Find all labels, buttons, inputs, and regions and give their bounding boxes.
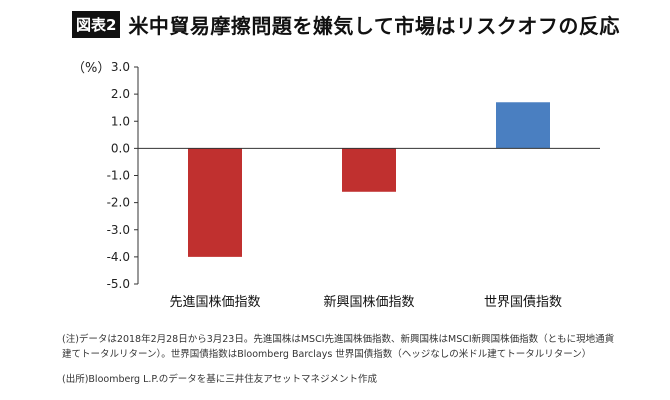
y-tick-label: 3.0 [111, 60, 130, 74]
figure-badge: 図表2 [72, 11, 121, 38]
y-tick-label: -1.0 [107, 169, 130, 183]
x-category-label: 新興国株価指数 [323, 294, 414, 310]
x-category-label: 世界国債指数 [484, 295, 562, 310]
chart-note: (注)データは2018年2月28日から3月23日。先進国株はMSCI先進国株価指… [62, 334, 615, 360]
y-tick-label: 0.0 [111, 141, 130, 155]
figure-title: 図表2 米中貿易摩擦問題を嫌気して市場はリスクオフの反応 [72, 10, 620, 39]
y-tick-label: 2.0 [111, 87, 130, 101]
y-axis-label: （%） [72, 61, 110, 76]
title-text: 米中貿易摩擦問題を嫌気して市場はリスクオフの反応 [128, 14, 620, 38]
chart-source: (出所)Bloomberg L.P.のデータを基に三井住友アセットマネジメント作… [62, 374, 378, 385]
bar [342, 148, 396, 192]
y-tick-label: -4.0 [107, 250, 130, 264]
x-category-label: 先進国株価指数 [169, 295, 260, 310]
y-tick-label: -3.0 [107, 223, 130, 237]
y-tick-label: 1.0 [111, 114, 130, 128]
y-tick-label: -2.0 [107, 196, 130, 210]
y-tick-label: -5.0 [107, 277, 130, 291]
bar [188, 148, 242, 257]
bar [496, 102, 550, 149]
